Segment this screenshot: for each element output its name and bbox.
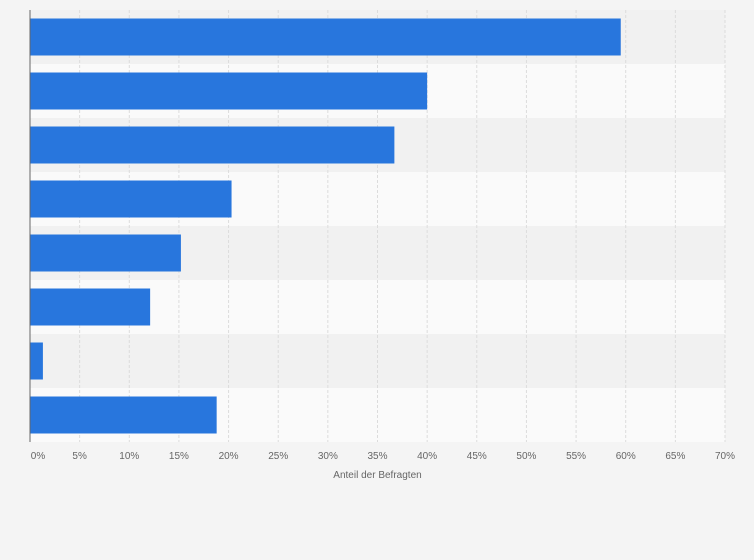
x-tick-label: 0% (31, 451, 46, 462)
x-tick-label: 30% (318, 451, 338, 462)
x-tick-label: 65% (665, 451, 685, 462)
x-tick-label: 5% (72, 451, 87, 462)
x-tick-label: 70% (715, 451, 735, 462)
x-tick-label: 55% (566, 451, 586, 462)
bar (30, 72, 428, 110)
bar (30, 180, 232, 218)
bars (30, 18, 621, 434)
x-tick-label: 40% (417, 451, 437, 462)
x-tick-label: 20% (219, 451, 239, 462)
x-tick-label: 25% (268, 451, 288, 462)
bar (30, 288, 151, 326)
x-axis-title: Anteil der Befragten (333, 470, 421, 481)
bar (30, 342, 43, 380)
x-tick-label: 50% (516, 451, 536, 462)
x-tick-label: 60% (616, 451, 636, 462)
x-tick-label: 15% (169, 451, 189, 462)
bar (30, 126, 395, 164)
x-tick-labels: 0% 5% 10% 15% 20% 25% 30% 35% 40% 45% 50% 55% 60% 65%… (31, 451, 735, 462)
bar (30, 234, 181, 272)
x-tick-label: 35% (367, 451, 387, 462)
x-tick-label: 10% (119, 451, 139, 462)
bar (30, 396, 217, 434)
x-tick-label: 45% (467, 451, 487, 462)
bar (30, 18, 621, 56)
